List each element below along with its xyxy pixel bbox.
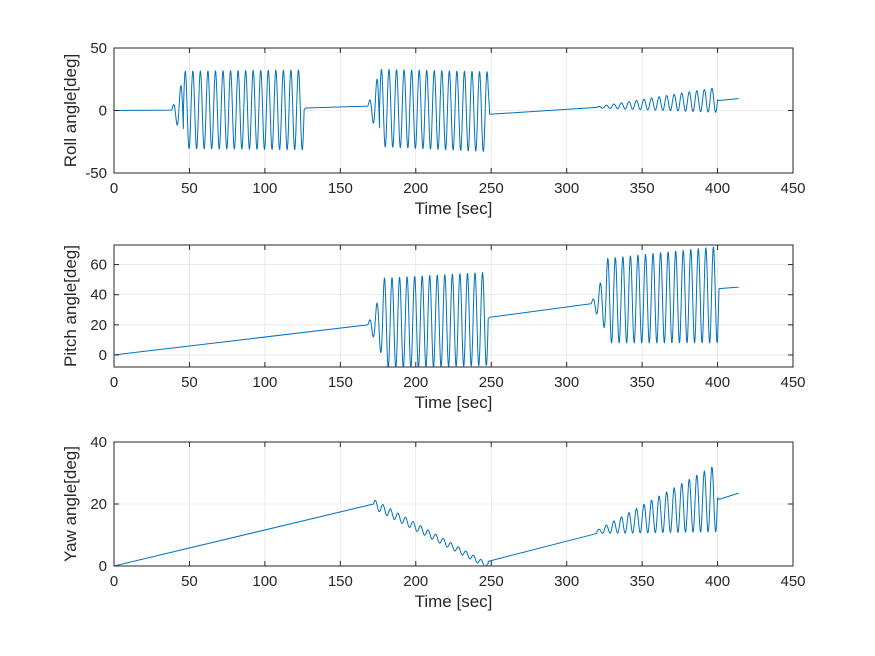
pitch-axes-box <box>113 244 794 368</box>
x-tick-label: 0 <box>110 374 118 391</box>
x-tick-label: 50 <box>181 573 198 590</box>
x-tick-label: 250 <box>479 180 504 197</box>
x-tick-label: 350 <box>630 180 655 197</box>
y-tick-label: 40 <box>90 434 107 451</box>
x-tick-label: 150 <box>328 573 353 590</box>
x-tick-label: 350 <box>630 374 655 391</box>
x-tick-label: 250 <box>479 573 504 590</box>
pitch-y-axis-label: Pitch angle[deg] <box>61 245 80 367</box>
y-tick-label: 0 <box>99 103 107 120</box>
x-tick-label: 450 <box>780 573 805 590</box>
x-tick-label: 100 <box>252 374 277 391</box>
roll-angle-series <box>114 68 739 152</box>
x-tick-label: 0 <box>110 180 118 197</box>
pitch-angle-series <box>114 246 739 367</box>
yaw-x-axis-label: Time [sec] <box>415 592 493 611</box>
x-tick-label: 150 <box>328 180 353 197</box>
x-tick-label: 300 <box>554 180 579 197</box>
x-tick-label: 300 <box>554 573 579 590</box>
x-tick-label: 450 <box>780 374 805 391</box>
x-tick-label: 50 <box>181 374 198 391</box>
yaw-y-axis-label: Yaw angle[deg] <box>61 446 80 562</box>
x-tick-label: 50 <box>181 180 198 197</box>
x-tick-label: 250 <box>479 374 504 391</box>
y-tick-label: 40 <box>90 287 107 304</box>
x-tick-label: 150 <box>328 374 353 391</box>
x-tick-label: 0 <box>110 573 118 590</box>
x-tick-label: 200 <box>403 374 428 391</box>
x-tick-label: 100 <box>252 573 277 590</box>
x-tick-label: 450 <box>780 180 805 197</box>
pitch-subplot: 0 50 100 150 200 250 300 350 400 450 0 20 40 60 Time [… <box>61 244 806 412</box>
y-tick-label: 50 <box>90 40 107 57</box>
x-tick-label: 100 <box>252 180 277 197</box>
y-tick-label: 60 <box>90 257 107 274</box>
x-tick-label: 300 <box>554 374 579 391</box>
x-tick-label: 400 <box>705 374 730 391</box>
y-tick-label: -50 <box>85 165 107 182</box>
x-tick-label: 200 <box>403 573 428 590</box>
roll-x-axis-label: Time [sec] <box>415 199 493 218</box>
x-tick-label: 350 <box>630 573 655 590</box>
yaw-subplot: 0 50 100 150 200 250 300 350 400 450 0 20 40 Time [se… <box>61 434 806 611</box>
roll-y-axis-label: Roll angle[deg] <box>61 54 80 167</box>
y-tick-label: 0 <box>99 347 107 364</box>
x-tick-label: 200 <box>403 180 428 197</box>
yaw-angle-series <box>114 466 739 566</box>
x-tick-label: 400 <box>705 573 730 590</box>
y-tick-label: 20 <box>90 317 107 334</box>
x-tick-label: 400 <box>705 180 730 197</box>
pitch-x-axis-label: Time [sec] <box>415 393 493 412</box>
y-tick-label: 20 <box>90 496 107 513</box>
y-tick-label: 0 <box>99 558 107 575</box>
